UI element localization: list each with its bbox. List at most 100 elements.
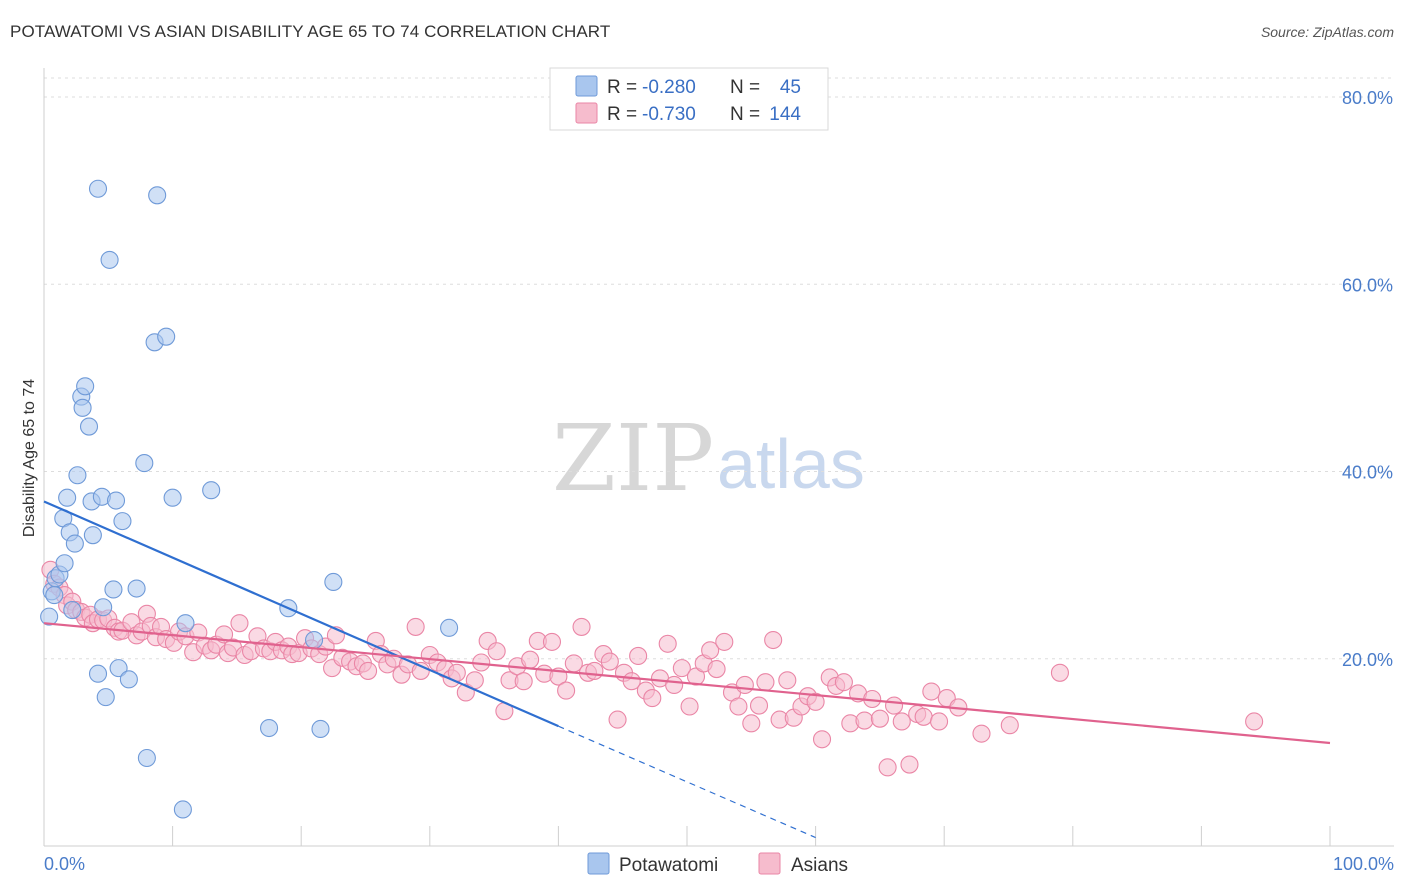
asians-point xyxy=(892,712,911,731)
bottom-legend-swatch-asians xyxy=(758,852,781,875)
legend-swatch-potawatomi xyxy=(575,75,598,97)
potawatomi-point xyxy=(88,664,108,683)
asians-point xyxy=(643,689,662,708)
potawatomi-point xyxy=(106,491,126,510)
asians-point xyxy=(812,730,832,749)
grid-lines xyxy=(44,77,1394,660)
asians-point xyxy=(608,710,627,729)
asians-points xyxy=(41,560,1264,777)
asians-point xyxy=(806,692,825,711)
asians-point xyxy=(707,659,726,679)
potawatomi-point xyxy=(259,718,279,738)
asians-trend-line xyxy=(43,622,1331,745)
potawatomi-point xyxy=(100,250,119,269)
potawatomi-point xyxy=(79,417,99,436)
trend-lines xyxy=(43,500,1331,839)
asians-point xyxy=(701,641,720,660)
potawatomi-trend-extension xyxy=(558,725,816,839)
legend-n-value-asians: 144 xyxy=(769,104,801,125)
potawatomi-point xyxy=(137,748,156,768)
watermark-zip: ZIP xyxy=(552,405,714,512)
potawatomi-point xyxy=(76,377,95,396)
asians-point xyxy=(914,707,933,726)
legend: R = -0.280 N = 45 R = -0.730 N = 144 xyxy=(549,67,829,131)
potawatomi-point xyxy=(73,398,92,417)
legend-r-value-potawatomi: -0.280 xyxy=(642,77,696,98)
asians-point xyxy=(600,652,619,671)
y-tick-label: 80.0% xyxy=(1342,88,1393,108)
bottom-legend-label-potawatomi: Potawatomi xyxy=(619,855,718,876)
asians-point xyxy=(972,724,991,743)
asians-point xyxy=(514,672,533,691)
bottom-legend-label-asians: Asians xyxy=(791,855,848,876)
asians-point xyxy=(542,632,562,651)
asians-point xyxy=(884,696,904,715)
asians-point xyxy=(855,711,874,730)
potawatomi-point xyxy=(55,554,74,573)
potawatomi-point xyxy=(65,534,84,553)
x-tick-label-max: 100.0% xyxy=(1333,854,1394,874)
y-tick-label: 40.0% xyxy=(1342,463,1393,483)
y-tick-label: 20.0% xyxy=(1342,650,1393,670)
asians-point xyxy=(756,673,775,692)
asians-point xyxy=(629,646,648,665)
asians-point xyxy=(729,697,748,716)
asians-point xyxy=(230,614,249,633)
asians-point xyxy=(359,661,378,680)
potawatomi-point xyxy=(127,579,146,598)
asians-point xyxy=(521,650,540,669)
asians-point xyxy=(406,617,425,636)
asians-point xyxy=(834,673,853,692)
source-label: Source: ZipAtlas.com xyxy=(1260,24,1394,40)
potawatomi-point xyxy=(45,586,64,605)
potawatomi-point xyxy=(113,512,132,531)
bottom-legend: Potawatomi Asians xyxy=(587,852,848,876)
watermark-atlas: atlas xyxy=(717,425,865,503)
asians-point xyxy=(487,642,506,661)
asians-point xyxy=(680,697,699,716)
potawatomi-point xyxy=(440,618,459,637)
potawatomi-point xyxy=(63,601,82,620)
asians-point xyxy=(1245,712,1264,731)
y-axis-label: Disability Age 65 to 74 xyxy=(21,379,38,537)
legend-r-label-asians: R = xyxy=(607,104,637,125)
asians-point xyxy=(658,634,677,653)
potawatomi-point xyxy=(157,327,176,346)
asians-point xyxy=(870,709,889,728)
chart-title: POTAWATOMI VS ASIAN DISABILITY AGE 65 TO… xyxy=(10,22,611,41)
potawatomi-point xyxy=(202,481,221,500)
legend-n-label-asians: N = xyxy=(730,104,760,125)
asians-point xyxy=(742,714,761,733)
potawatomi-point xyxy=(324,572,343,592)
asians-point xyxy=(715,632,734,651)
potawatomi-point xyxy=(68,466,87,485)
potawatomi-trend-line xyxy=(43,500,559,728)
asians-point xyxy=(778,671,797,690)
asians-point xyxy=(900,755,919,774)
bottom-legend-swatch-potawatomi xyxy=(587,852,610,875)
potawatomi-point xyxy=(40,607,59,626)
asians-point xyxy=(764,630,783,650)
legend-r-value-asians: -0.730 xyxy=(642,104,696,125)
y-tick-label: 60.0% xyxy=(1342,275,1393,295)
x-tick-label-min: 0.0% xyxy=(44,854,85,874)
asians-point xyxy=(665,675,684,695)
potawatomi-point xyxy=(83,526,102,545)
potawatomi-point xyxy=(163,488,182,507)
asians-point xyxy=(1000,716,1019,735)
asians-point xyxy=(749,696,769,715)
asians-point xyxy=(672,659,691,678)
legend-r-label-potawatomi: R = xyxy=(607,77,637,98)
asians-point xyxy=(557,681,576,700)
potawatomi-point xyxy=(176,614,195,633)
y-tick-labels: 20.0% 40.0% 60.0% 80.0% xyxy=(1342,88,1393,670)
asians-point xyxy=(878,758,897,777)
potawatomi-point xyxy=(96,688,115,707)
potawatomi-point xyxy=(88,179,108,198)
potawatomi-point xyxy=(109,659,128,678)
asians-point xyxy=(930,712,949,731)
potawatomi-point xyxy=(104,580,123,599)
asians-point xyxy=(922,682,941,701)
potawatomi-point xyxy=(119,670,138,689)
potawatomi-point xyxy=(148,186,167,205)
